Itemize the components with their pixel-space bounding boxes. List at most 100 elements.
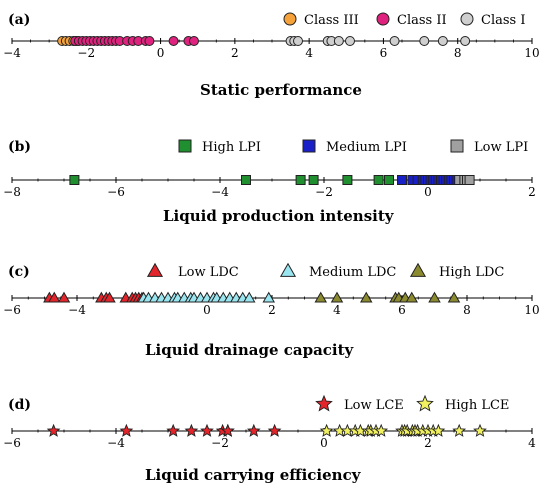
panel-2-data-point <box>295 175 306 185</box>
panel-4-data-point <box>473 423 487 437</box>
panel-1-data-point <box>437 36 448 46</box>
panel-1-legend-marker <box>283 12 297 26</box>
panel-4-tick-label: 2 <box>424 436 432 450</box>
panel-4-data-point <box>267 423 282 437</box>
panel-4-data-point <box>184 423 199 437</box>
panel-1-tick-label: 6 <box>380 46 388 60</box>
panel-3-data-point <box>405 291 419 303</box>
panel-3-tick-label: −6 <box>3 303 21 317</box>
panel-1-data-point <box>419 36 430 46</box>
panel-4-tick-label: 0 <box>320 436 328 450</box>
panel-2-tick-label: −4 <box>211 185 229 199</box>
panel-4-legend-marker <box>416 394 434 412</box>
panel-2-data-point <box>384 175 394 185</box>
panel-2-data-point <box>308 175 319 185</box>
panel-4-data-point <box>46 423 61 437</box>
panel-1-legend-label: Class I <box>481 13 525 28</box>
panel-4-data-point <box>166 423 181 437</box>
panel-3-data-point <box>47 291 61 303</box>
panel-2-data-point <box>464 175 475 185</box>
panel-1-data-point <box>189 36 199 46</box>
panel-1-legend-label: Class III <box>304 13 359 28</box>
panel-3-tick-label: 10 <box>524 303 539 317</box>
panel-3-tick-label: 4 <box>333 303 341 317</box>
panel-4-data-point <box>220 423 235 437</box>
panel-1-data-point <box>168 36 179 46</box>
panel-4-data-point <box>374 423 389 437</box>
panel-1-data-point <box>333 36 344 46</box>
panel-3-tick-label: 0 <box>203 303 211 317</box>
panel-1-data-point <box>345 36 355 46</box>
panel-3-tick-label: 8 <box>463 303 471 317</box>
panel-2-data-point <box>69 175 80 185</box>
panel-4-legend-label: High LCE <box>445 398 509 413</box>
panel-2-data-point <box>342 175 353 185</box>
panel-1-tick-label: 10 <box>524 46 539 60</box>
panel-1-tick-label: −4 <box>3 46 21 60</box>
panel-4-tick-label: 4 <box>528 436 536 450</box>
panel-2-legend-marker <box>178 139 192 153</box>
panel-3-legend-label: Medium LDC <box>309 265 396 280</box>
panel-1-tick-label: 2 <box>231 46 239 60</box>
panel-2-data-point <box>373 175 384 185</box>
panel-4-data-point <box>200 423 214 437</box>
panel-3-data-point <box>262 291 276 303</box>
panel-4-title: Liquid carrying efficiency <box>145 466 362 484</box>
panel-3-title: Liquid drainage capacity <box>145 341 355 359</box>
panel-2-tick-label: −8 <box>3 185 21 199</box>
panel-3-data-point <box>428 291 441 303</box>
panel-3-data-point <box>57 291 71 303</box>
panel-3-label: (c) <box>8 264 30 280</box>
panel-4-data-point <box>431 423 446 437</box>
panel-1-legend-marker <box>376 12 390 26</box>
panel-2-tick-label: 0 <box>424 185 432 199</box>
panel-1-tick-label: 8 <box>454 46 462 60</box>
panel-1-legend-marker <box>460 12 474 26</box>
panel-2-tick-label: −2 <box>315 185 333 199</box>
panel-4-tick-label: −2 <box>211 436 229 450</box>
panel-4-data-point <box>119 423 134 437</box>
panel-4-legend-marker <box>315 394 333 412</box>
panel-2-legend-label: High LPI <box>202 140 261 155</box>
panel-4-data-point <box>319 423 334 437</box>
panel-3-data-point <box>359 291 373 303</box>
panel-4-data-point <box>246 423 261 437</box>
panel-4-tick-label: −6 <box>3 436 21 450</box>
panel-3-data-point <box>330 291 344 303</box>
panel-3-legend-label: Low LDC <box>178 265 239 280</box>
panel-3-data-point <box>314 291 328 303</box>
panel-3-data-point <box>447 291 461 303</box>
panel-2-title: Liquid production intensity <box>163 207 395 225</box>
panel-1-legend-label: Class II <box>397 13 447 28</box>
panel-3-legend-marker <box>409 262 427 277</box>
panel-1-label: (a) <box>8 12 30 28</box>
panel-3-tick-label: 6 <box>398 303 406 317</box>
panel-2-legend-label: Low LPI <box>474 140 528 155</box>
panel-4-legend-label: Low LCE <box>344 398 404 413</box>
panel-3-legend-marker <box>279 262 297 277</box>
panel-3-data-point <box>103 291 116 303</box>
panel-2-data-point <box>397 175 407 185</box>
panel-3-legend-label: High LDC <box>439 265 504 280</box>
panel-4-data-point <box>452 423 467 437</box>
panel-1-tick-label: 4 <box>305 46 313 60</box>
panel-1-data-point <box>460 36 471 46</box>
panel-1-tick-label: 0 <box>157 46 165 60</box>
panel-4-tick-label: −4 <box>107 436 125 450</box>
panel-2-data-point <box>241 175 251 185</box>
panel-3-tick-label: 2 <box>268 303 276 317</box>
panel-3-legend-marker <box>146 262 164 277</box>
panel-3-tick-label: −4 <box>68 303 86 317</box>
panel-3-data-point <box>242 291 256 303</box>
panel-1-data-point <box>144 36 155 46</box>
panel-1-title: Static performance <box>200 81 362 99</box>
panel-2-tick-label: −6 <box>107 185 125 199</box>
panel-1-data-point <box>293 36 303 46</box>
panel-2-legend-marker <box>302 139 316 153</box>
panel-1-tick-label: −2 <box>77 46 95 60</box>
panel-1-data-point <box>389 36 400 46</box>
panel-2-legend-marker <box>450 139 464 153</box>
panel-2-tick-label: 2 <box>528 185 536 199</box>
panel-4-label: (d) <box>8 397 31 413</box>
